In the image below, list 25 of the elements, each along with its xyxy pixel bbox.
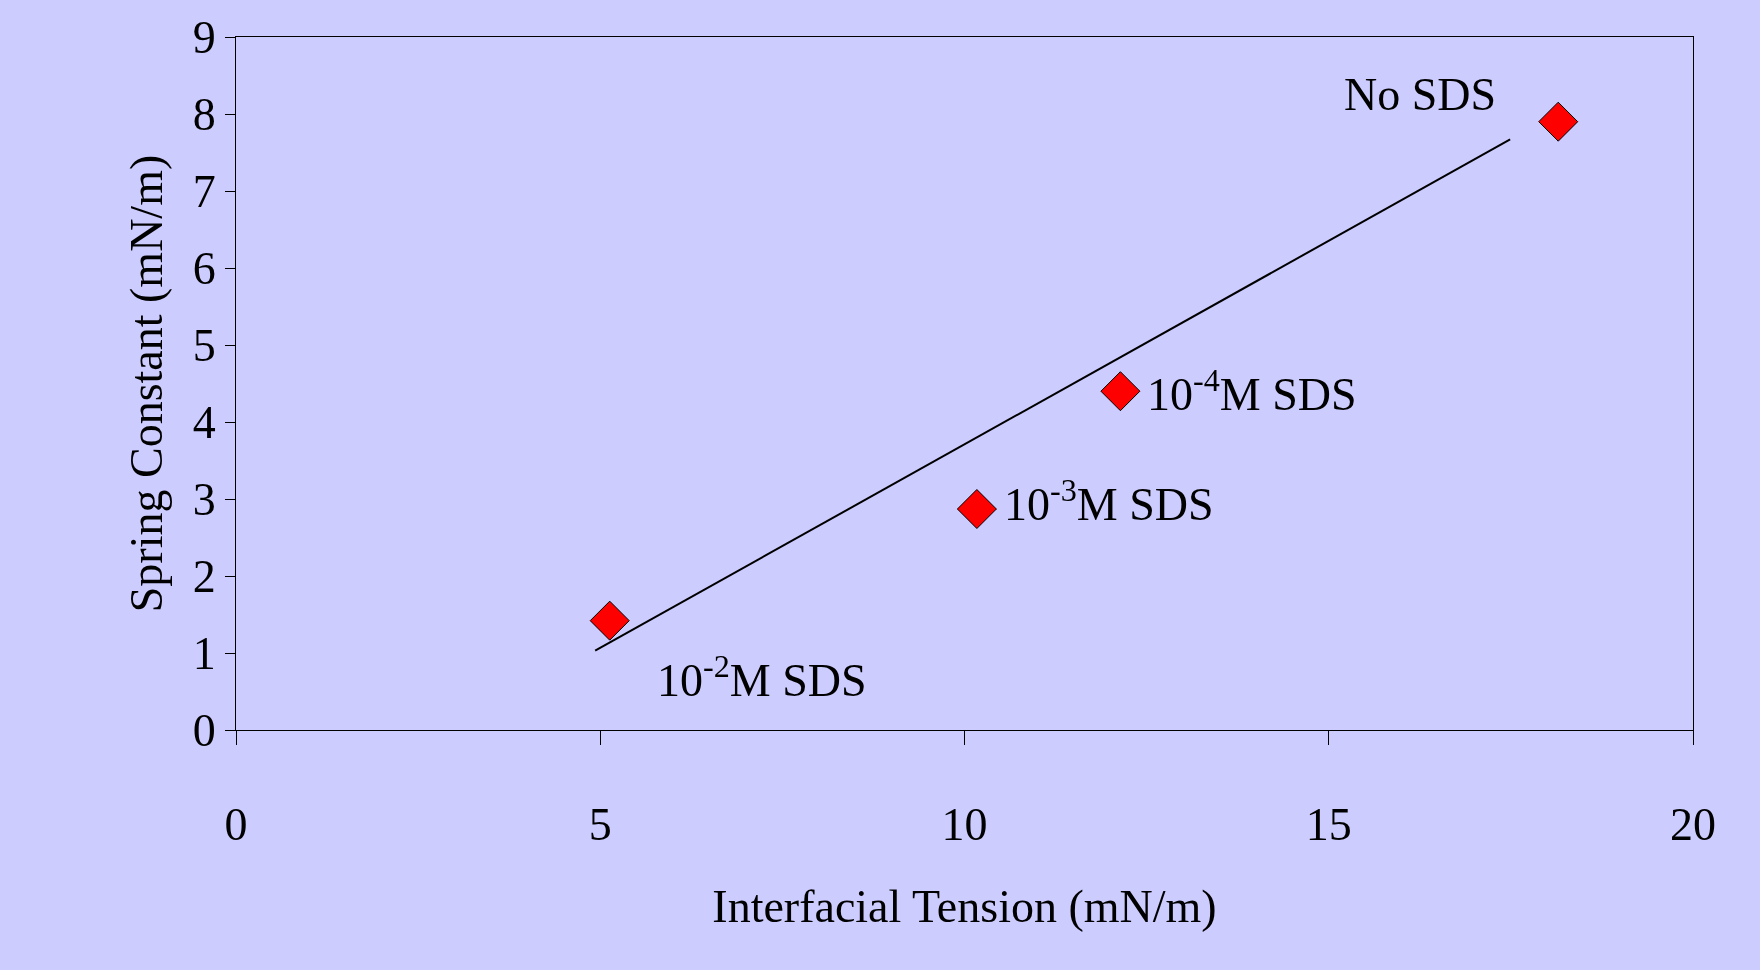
y-tick-label: 9 bbox=[192, 12, 216, 64]
y-tick-label: 6 bbox=[192, 243, 216, 295]
y-tick-label: 7 bbox=[192, 166, 216, 218]
x-tick-label: 0 bbox=[224, 799, 248, 851]
y-tick-label: 5 bbox=[192, 320, 216, 372]
y-tick-label: 8 bbox=[192, 89, 216, 141]
annotation: 10$^{-3}$M SDS bbox=[1004, 472, 1214, 531]
point bbox=[589, 600, 630, 641]
x-tick-label: 15 bbox=[1305, 799, 1352, 851]
point bbox=[1538, 101, 1579, 142]
y-tick-label: 1 bbox=[192, 628, 216, 680]
x-tick-label: 20 bbox=[1670, 799, 1716, 851]
x-tick-label: 10 bbox=[941, 799, 988, 851]
y-tick-label: 2 bbox=[192, 551, 216, 603]
y-tick-label: 0 bbox=[192, 705, 216, 757]
point bbox=[956, 489, 997, 530]
x-axis-title: Interfacial Tension (mN/m) bbox=[712, 880, 1217, 932]
point bbox=[1100, 371, 1141, 412]
annotation: 10$^{-4}$M SDS bbox=[1147, 362, 1357, 421]
annotation: 10$^{-2}$M SDS bbox=[657, 648, 867, 707]
y-axis-title: Spring Constant (mN/m) bbox=[121, 154, 173, 613]
x-tick-label: 5 bbox=[588, 799, 612, 851]
y-tick-label: 4 bbox=[192, 397, 216, 449]
y-tick-label: 3 bbox=[192, 474, 216, 526]
annotation: No SDS bbox=[1344, 69, 1497, 120]
